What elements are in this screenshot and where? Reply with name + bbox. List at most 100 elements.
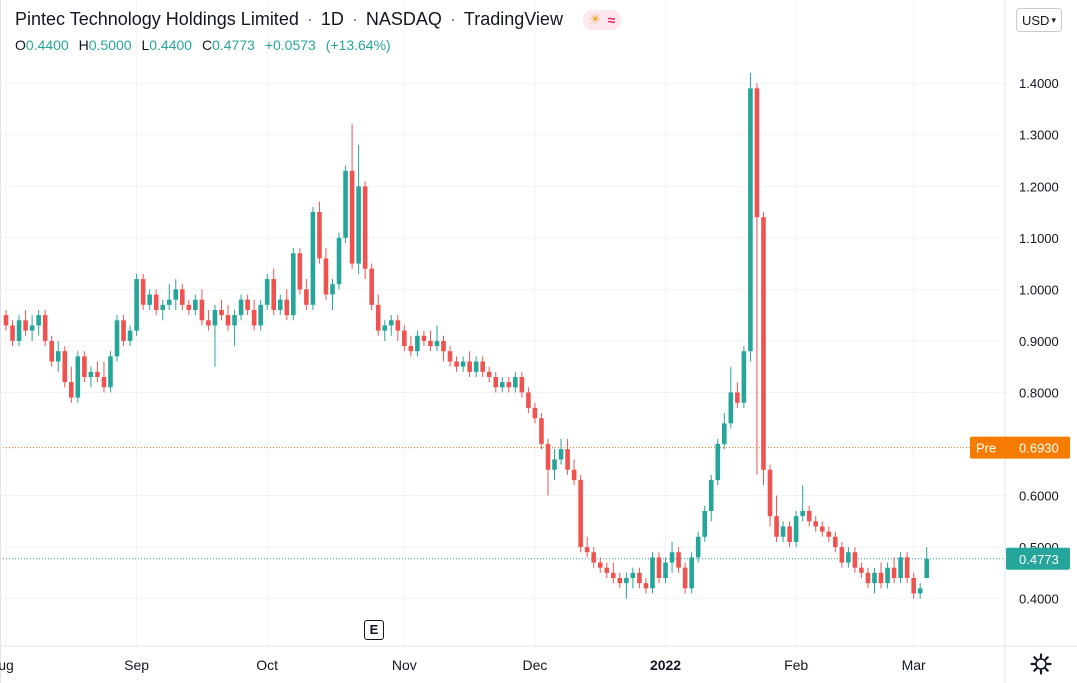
candle[interactable] — [663, 557, 668, 584]
candle[interactable] — [101, 361, 107, 393]
candle[interactable] — [245, 294, 250, 316]
candle[interactable] — [637, 567, 642, 589]
candle[interactable] — [846, 547, 851, 568]
candle[interactable] — [186, 299, 192, 316]
candle[interactable] — [493, 371, 499, 393]
candle[interactable] — [356, 145, 361, 274]
candle[interactable] — [532, 402, 538, 424]
earnings-marker[interactable]: E — [364, 620, 384, 640]
candle[interactable] — [513, 371, 518, 393]
candle[interactable] — [806, 505, 812, 527]
candle[interactable] — [3, 309, 9, 331]
candle[interactable] — [10, 320, 15, 347]
candle[interactable] — [669, 541, 675, 573]
candle[interactable] — [402, 325, 407, 352]
candle[interactable] — [82, 351, 87, 383]
candle[interactable] — [95, 361, 100, 383]
candle[interactable] — [924, 547, 930, 578]
candle[interactable] — [787, 521, 792, 548]
candle[interactable] — [382, 320, 388, 341]
candle[interactable] — [153, 289, 159, 316]
candle[interactable] — [708, 474, 714, 522]
candle[interactable] — [519, 371, 525, 398]
candle[interactable] — [767, 464, 773, 527]
candle[interactable] — [271, 268, 277, 316]
candle[interactable] — [258, 299, 263, 331]
candle[interactable] — [395, 315, 401, 341]
candle[interactable] — [140, 273, 146, 310]
symbol-name[interactable]: Pintec Technology Holdings Limited — [15, 9, 299, 29]
candle[interactable] — [539, 413, 544, 450]
time-axis[interactable]: ug Sep Oct Nov Dec 2022 Feb Mar — [0, 657, 926, 673]
candle[interactable] — [206, 309, 211, 331]
currency-dropdown[interactable]: USD ▾ — [1016, 8, 1062, 32]
candle[interactable] — [676, 547, 681, 573]
candle[interactable] — [584, 536, 590, 558]
candle[interactable] — [499, 376, 505, 393]
candle[interactable] — [166, 284, 172, 310]
candle[interactable] — [460, 356, 466, 372]
candle[interactable] — [761, 212, 766, 486]
candle[interactable] — [748, 72, 753, 362]
candle[interactable] — [284, 289, 290, 321]
candle[interactable] — [558, 438, 564, 465]
candle[interactable] — [545, 438, 551, 496]
candle[interactable] — [29, 315, 35, 341]
candle[interactable] — [643, 577, 649, 594]
candle[interactable] — [780, 521, 786, 542]
candle[interactable] — [251, 299, 257, 331]
gear-icon[interactable] — [1029, 652, 1053, 676]
candle[interactable] — [819, 521, 825, 537]
candle[interactable] — [552, 449, 557, 481]
candle[interactable] — [578, 474, 583, 553]
candle[interactable] — [865, 567, 871, 589]
candle[interactable] — [330, 279, 335, 310]
candle[interactable] — [336, 232, 342, 290]
candle[interactable] — [297, 248, 303, 295]
candle[interactable] — [885, 562, 890, 589]
candle[interactable] — [317, 201, 322, 264]
candle[interactable] — [630, 567, 636, 589]
candle[interactable] — [624, 572, 629, 599]
candle[interactable] — [486, 366, 492, 383]
candle[interactable] — [454, 356, 459, 372]
candle[interactable] — [362, 181, 368, 280]
candle[interactable] — [291, 248, 296, 321]
candle[interactable] — [741, 346, 747, 408]
price-axis[interactable]: 0.40000.50000.60000.70000.80000.90001.00… — [1019, 76, 1059, 606]
candle[interactable] — [415, 330, 420, 357]
candle[interactable] — [375, 294, 381, 336]
candle[interactable] — [36, 309, 41, 336]
candle[interactable] — [114, 315, 120, 362]
candle[interactable] — [147, 289, 152, 310]
candle[interactable] — [160, 299, 166, 321]
candle[interactable] — [813, 516, 819, 532]
candle[interactable] — [591, 547, 596, 568]
candle[interactable] — [565, 438, 570, 475]
candle[interactable] — [49, 335, 55, 367]
candle[interactable] — [898, 552, 903, 584]
candle[interactable] — [304, 279, 309, 310]
candle[interactable] — [421, 330, 427, 347]
candle[interactable] — [428, 330, 433, 352]
candle[interactable] — [735, 382, 740, 408]
candle[interactable] — [728, 366, 734, 429]
candle[interactable] — [277, 294, 283, 316]
candle[interactable] — [264, 273, 270, 310]
candle[interactable] — [473, 356, 479, 377]
candle[interactable] — [108, 351, 113, 393]
candle[interactable] — [441, 335, 446, 362]
candle[interactable] — [69, 366, 74, 403]
candle[interactable] — [16, 315, 22, 347]
candle[interactable] — [480, 356, 485, 377]
candle[interactable] — [872, 567, 877, 594]
candle[interactable] — [173, 279, 179, 310]
candle[interactable] — [793, 510, 799, 548]
candle[interactable] — [702, 505, 708, 542]
candle[interactable] — [891, 557, 897, 584]
candle[interactable] — [800, 485, 805, 522]
candle[interactable] — [127, 325, 133, 347]
candle[interactable] — [193, 294, 198, 316]
candle[interactable] — [617, 572, 623, 589]
